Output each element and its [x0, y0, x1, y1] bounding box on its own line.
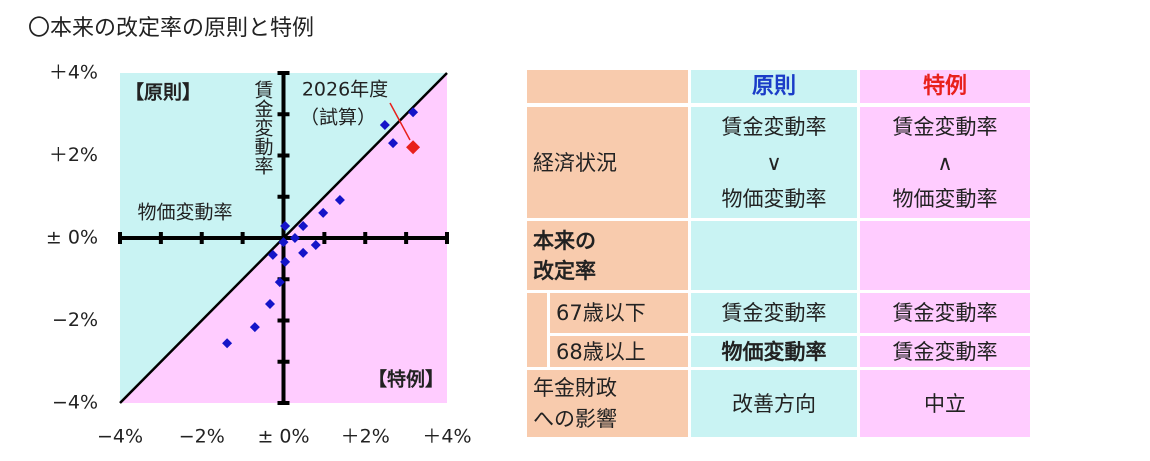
region-label: 【特例】	[368, 368, 444, 391]
data-point	[274, 277, 285, 288]
data-point	[318, 207, 329, 218]
point-note: 2026年度	[302, 79, 388, 101]
header-cell: 原則	[691, 70, 857, 103]
data-point	[267, 249, 278, 260]
data-point	[310, 240, 321, 251]
data-point	[298, 247, 309, 258]
cell-text: への影響	[533, 406, 617, 431]
cell: 中立	[860, 370, 1030, 437]
row-label: 経済状況	[527, 107, 688, 218]
x-tick-label: ＋2%	[341, 426, 390, 448]
y-tick-label: −4%	[52, 392, 98, 414]
cell-text: 本来の	[533, 228, 596, 253]
row-label: 67歳以下	[550, 293, 688, 333]
title: 〇本来の改定率の原則と特例	[28, 16, 315, 41]
cell-text: 賃金変動率	[892, 114, 998, 139]
data-point	[278, 237, 289, 248]
cell-text: 賃金変動率	[892, 339, 998, 364]
indent	[527, 293, 547, 367]
x-tick-label: ± 0%	[257, 426, 309, 448]
cell-text: 賃金変動率	[721, 114, 827, 139]
cell	[860, 221, 1030, 290]
x-axis-label: 物価変動率	[137, 202, 232, 224]
cell-text: 中立	[924, 391, 966, 416]
cell-text: 物価変動率	[721, 186, 827, 211]
cell-text: 67歳以下	[556, 301, 646, 325]
data-point	[334, 195, 345, 206]
cell: 賃金変動率 ∧ 物価変動率	[860, 107, 1030, 218]
cell: 賃金変動率	[860, 293, 1030, 333]
data-point	[379, 119, 390, 130]
cell-text: 物価変動率	[892, 186, 998, 211]
x-tick-label: ＋4%	[422, 426, 471, 448]
data-point	[408, 107, 419, 118]
row-label: 68歳以上	[550, 336, 688, 367]
cell-text: 賃金変動率	[892, 301, 998, 325]
data-point	[388, 138, 399, 149]
data-point	[280, 221, 291, 232]
data-point	[222, 338, 233, 349]
cell-text: ∨	[766, 150, 782, 175]
cell: 賃金変動率	[691, 293, 857, 333]
cell-text: ∧	[937, 150, 953, 175]
data-point	[289, 233, 300, 243]
cell-text: 経済状況	[533, 150, 617, 175]
cell-text: 68歳以上	[556, 339, 646, 364]
cell-text: 年金財政	[533, 375, 617, 400]
y-tick-label: −2%	[52, 309, 98, 331]
header-cell: 特例	[860, 70, 1030, 103]
cell	[691, 221, 857, 290]
note-arrow	[389, 102, 411, 141]
data-point	[265, 299, 276, 309]
y-tick-label: ＋4%	[49, 62, 98, 84]
cell: 賃金変動率 ∨ 物価変動率	[691, 107, 857, 218]
data-point	[280, 256, 291, 267]
region-label: 【原則】	[125, 81, 201, 104]
cell-text: 改善方向	[732, 391, 816, 416]
chart: −4% −2% ± 0% ＋2% ＋4% ＋4% ＋2% ± 0% −2% −4% 【原則】【特例】…	[46, 62, 472, 448]
header-cell	[527, 70, 688, 103]
y-tick-label: ± 0%	[46, 227, 98, 249]
y-axis-label: 賃金変動率	[252, 80, 274, 175]
row-label: 年金財政 への影響	[527, 370, 688, 437]
cell-text: 物価変動率	[721, 339, 827, 364]
data-point	[298, 221, 309, 232]
x-tick-label: −4%	[97, 426, 143, 448]
y-tick-label: ＋2%	[49, 144, 98, 166]
x-tick-label: −2%	[179, 426, 225, 448]
data-point	[406, 140, 421, 155]
cell: 物価変動率	[691, 336, 857, 367]
cell-text: 改定率	[533, 258, 596, 283]
data-point	[249, 322, 260, 333]
cell: 改善方向	[691, 370, 857, 437]
cell: 賃金変動率	[860, 336, 1030, 367]
point-note: （試算）	[300, 107, 376, 129]
cell-text: 賃金変動率	[721, 301, 827, 325]
row-label: 本来の 改定率	[527, 221, 688, 290]
